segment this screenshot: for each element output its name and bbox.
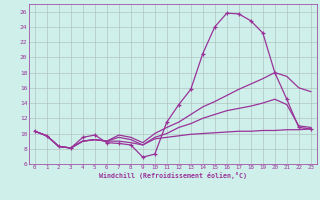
X-axis label: Windchill (Refroidissement éolien,°C): Windchill (Refroidissement éolien,°C) (99, 172, 247, 179)
